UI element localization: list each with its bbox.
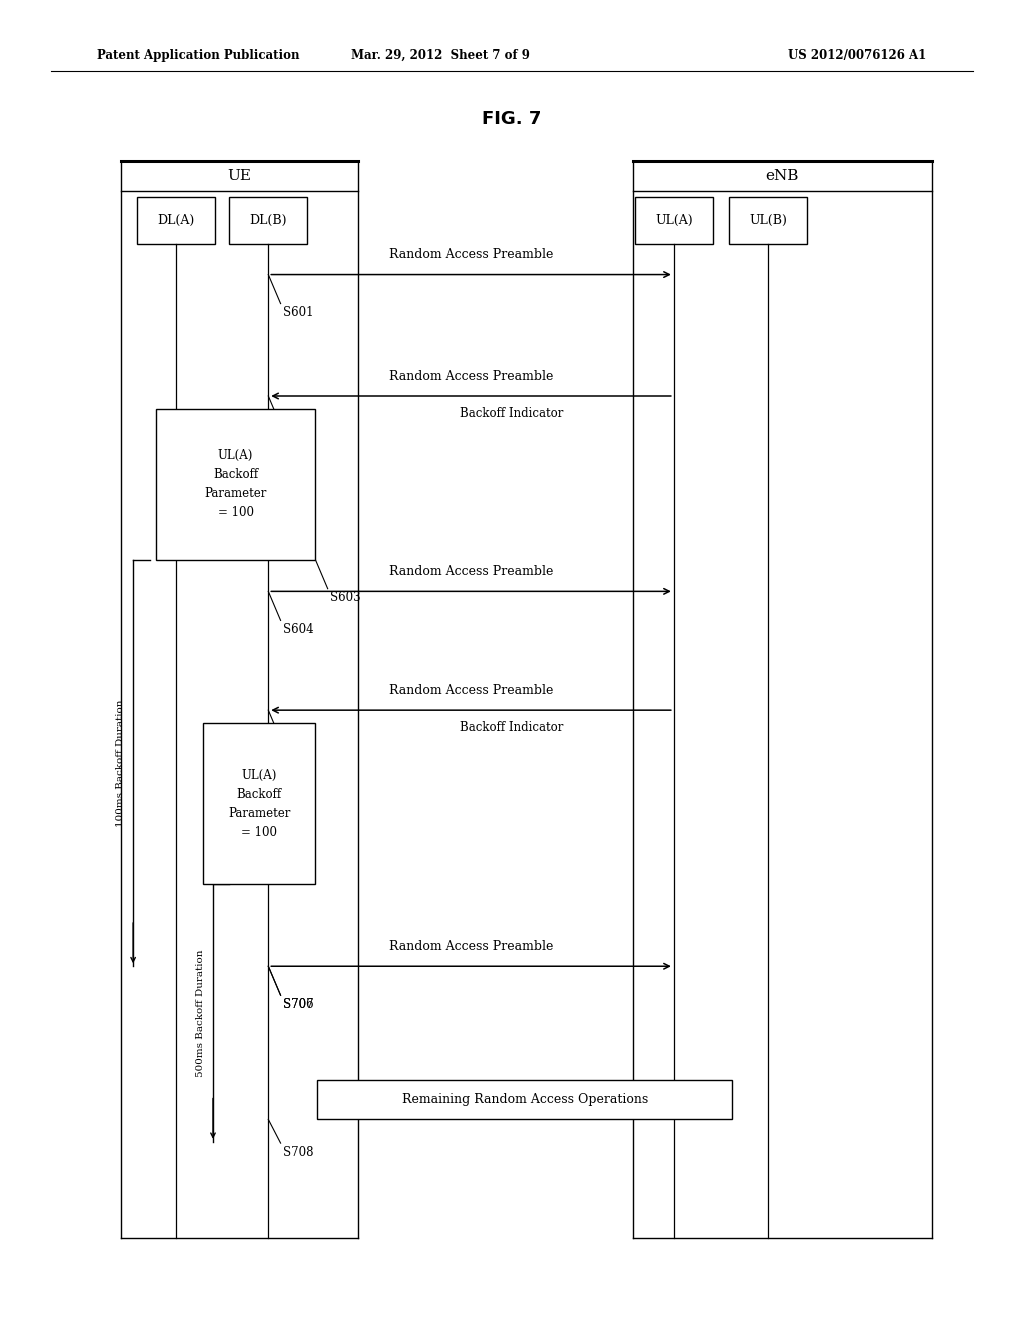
Text: DL(B): DL(B) [250,214,287,227]
Text: UL(A)
Backoff
Parameter
= 100: UL(A) Backoff Parameter = 100 [205,449,266,520]
Text: eNB: eNB [766,169,799,183]
Bar [156,409,315,560]
Text: 100ms Backoff Duration: 100ms Backoff Duration [117,700,125,826]
Bar [229,197,307,244]
Text: Random Access Preamble: Random Access Preamble [389,684,553,697]
Text: Random Access Preamble: Random Access Preamble [389,940,553,953]
Text: 500ms Backoff Duration: 500ms Backoff Duration [197,949,205,1077]
Text: S603: S603 [330,591,360,605]
Text: US 2012/0076126 A1: US 2012/0076126 A1 [788,49,927,62]
Text: Patent Application Publication: Patent Application Publication [97,49,300,62]
Bar [137,197,215,244]
Bar [317,1080,732,1119]
Text: DL(A): DL(A) [158,214,195,227]
Text: S708: S708 [283,1146,313,1159]
Text: S707: S707 [283,998,313,1011]
Text: S706: S706 [283,998,313,1011]
Text: Random Access Preamble: Random Access Preamble [389,370,553,383]
Text: S601: S601 [283,306,313,319]
Text: Random Access Preamble: Random Access Preamble [389,248,553,261]
Text: Backoff Indicator: Backoff Indicator [461,407,563,420]
Text: UL(A)
Backoff
Parameter
= 100: UL(A) Backoff Parameter = 100 [228,768,290,840]
Text: UL(B): UL(B) [750,214,786,227]
Text: S602: S602 [283,428,313,441]
Text: Mar. 29, 2012  Sheet 7 of 9: Mar. 29, 2012 Sheet 7 of 9 [351,49,529,62]
Text: S705: S705 [283,742,313,755]
Text: UE: UE [227,169,252,183]
Text: UL(A): UL(A) [655,214,692,227]
Text: Remaining Random Access Operations: Remaining Random Access Operations [401,1093,648,1106]
Bar [729,197,807,244]
Text: Random Access Preamble: Random Access Preamble [389,565,553,578]
Bar [203,723,315,884]
Text: FIG. 7: FIG. 7 [482,110,542,128]
Text: Backoff Indicator: Backoff Indicator [461,721,563,734]
Text: S604: S604 [283,623,313,636]
Bar [635,197,713,244]
